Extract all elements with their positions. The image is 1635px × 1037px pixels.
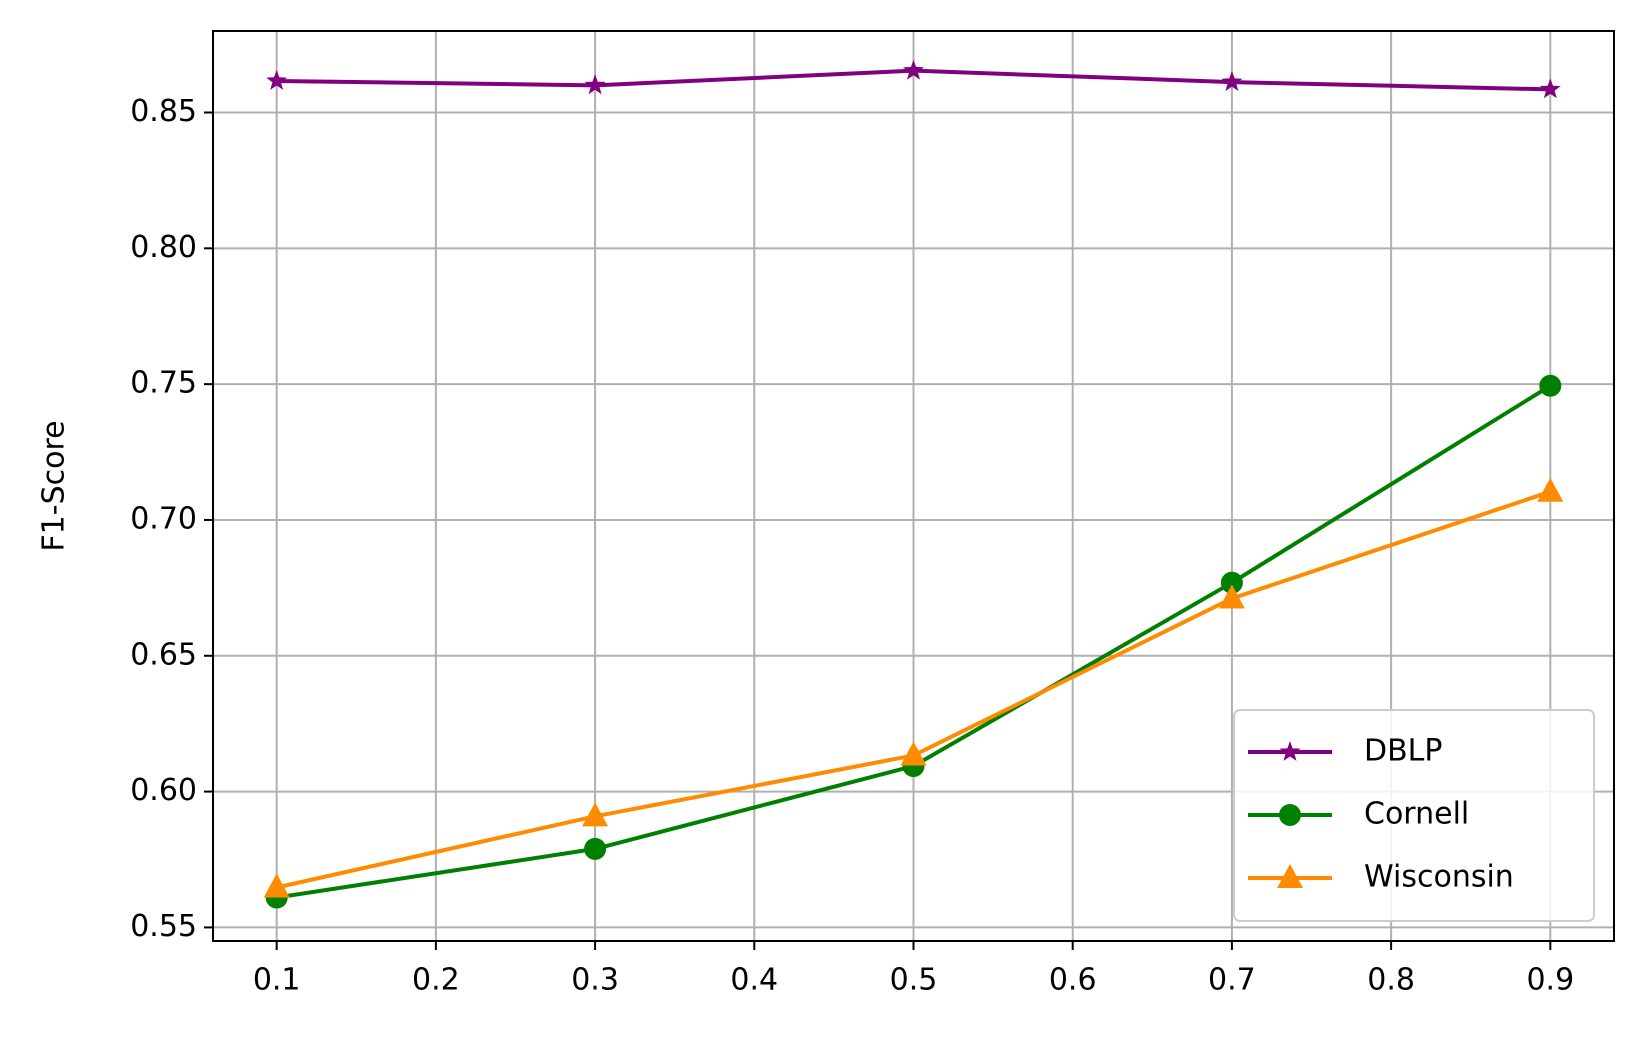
y-tick-label: 0.60	[130, 773, 197, 808]
x-tick-label: 0.5	[890, 963, 938, 998]
y-tick-label: 0.85	[130, 94, 197, 129]
legend-box	[1233, 709, 1595, 922]
marker	[582, 802, 609, 827]
x-tick-label: 0.1	[253, 963, 301, 998]
marker	[903, 59, 924, 80]
y-tick-label: 0.65	[130, 637, 197, 672]
marker	[1277, 864, 1303, 888]
marker	[1218, 584, 1245, 609]
x-tick-label: 0.6	[1049, 963, 1097, 998]
marker	[584, 837, 607, 860]
marker	[584, 74, 606, 95]
y-axis-label: F1-Score	[37, 420, 72, 551]
marker	[1220, 571, 1243, 594]
marker	[263, 873, 290, 898]
plot-frame	[212, 30, 1615, 942]
marker	[1539, 78, 1561, 99]
legend: DBLP Cornell Wisconsin	[1233, 709, 1595, 922]
y-tick-label: 0.55	[130, 909, 197, 944]
marker	[1539, 374, 1562, 397]
x-tick-label: 0.4	[730, 963, 778, 998]
y-tick-label: 0.70	[130, 501, 197, 536]
marker	[1279, 741, 1301, 761]
marker	[900, 741, 927, 766]
y-tick-label: 0.75	[130, 366, 197, 401]
legend-label: Wisconsin	[1364, 860, 1514, 895]
x-tick-label: 0.7	[1208, 963, 1256, 998]
marker	[1537, 477, 1564, 502]
legend-label: DBLP	[1364, 734, 1443, 769]
marker	[1279, 804, 1301, 826]
y-tick-label: 0.80	[130, 230, 197, 265]
x-tick-label: 0.2	[412, 963, 460, 998]
x-tick-label: 0.9	[1526, 963, 1574, 998]
marker	[1221, 71, 1243, 91]
x-tick-label: 0.8	[1367, 963, 1415, 998]
x-tick-label: 0.3	[571, 963, 619, 998]
marker	[266, 70, 288, 90]
legend-label: Cornell	[1364, 797, 1469, 832]
